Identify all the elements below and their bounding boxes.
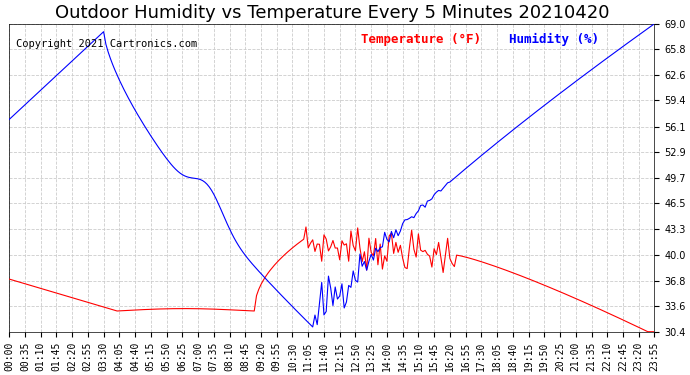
Text: Copyright 2021 Cartronics.com: Copyright 2021 Cartronics.com [16,39,197,49]
Text: Humidity (%): Humidity (%) [509,33,600,46]
Title: Outdoor Humidity vs Temperature Every 5 Minutes 20210420: Outdoor Humidity vs Temperature Every 5 … [55,4,609,22]
Text: Temperature (°F): Temperature (°F) [361,33,481,46]
